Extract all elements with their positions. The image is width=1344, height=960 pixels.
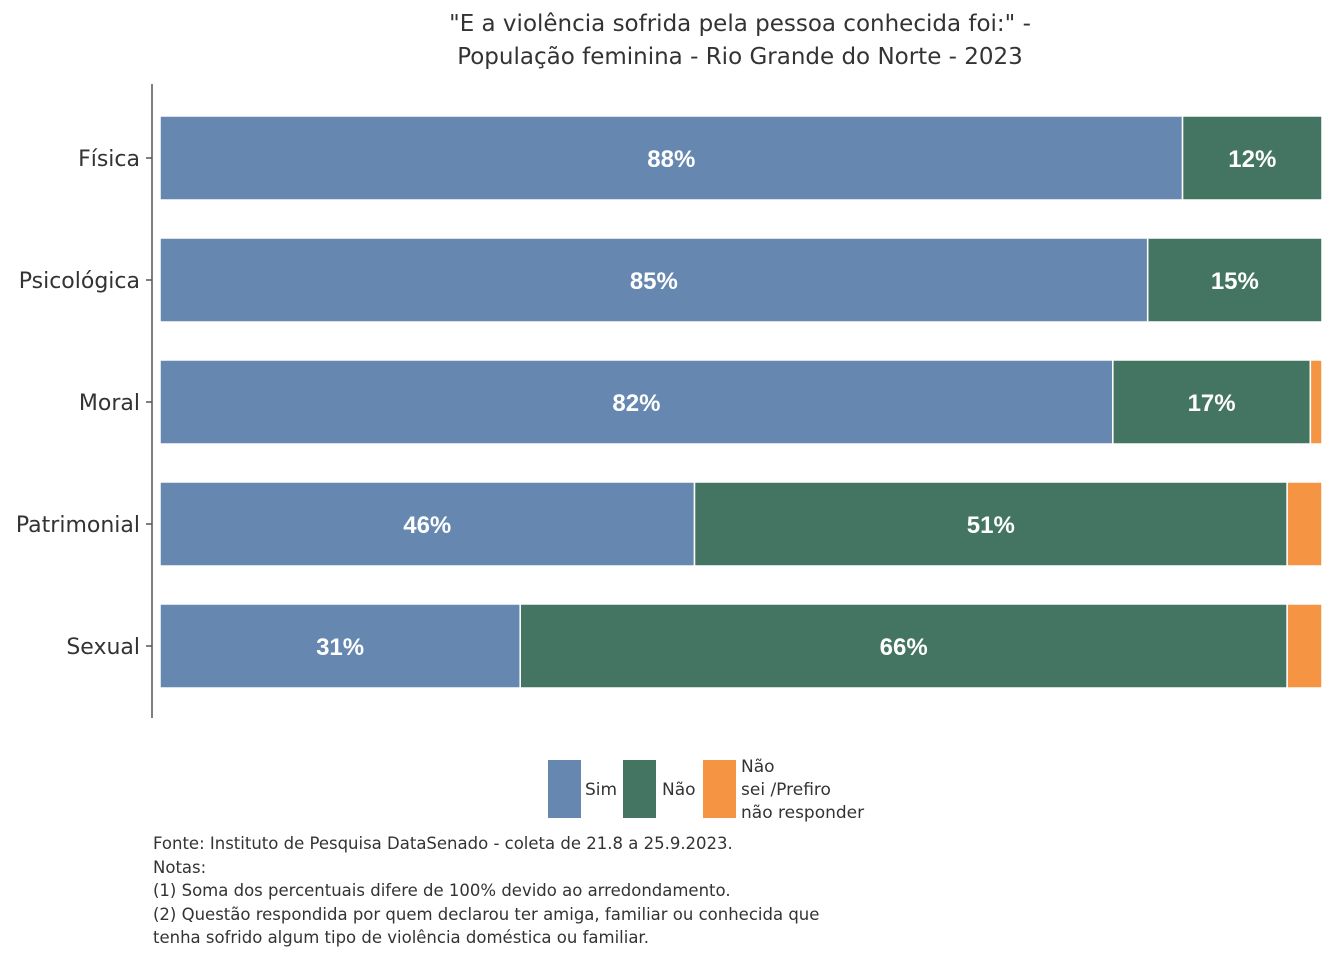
chart-title-line: "E a violência sofrida pela pessoa conhe… [449, 11, 1031, 37]
legend-label: sei /Prefiro [741, 780, 831, 800]
bars: 88% 12% 85% 15% 82% 17% 46% 51% 31% 66% [159, 115, 1323, 689]
category-axis: Física Psicológica Moral Patrimonial Sexual [16, 147, 152, 660]
note-2-line-1: (2) Questão respondida por quem declarou… [153, 904, 820, 924]
data-label: 85% [630, 268, 678, 295]
data-label: 15% [1211, 268, 1259, 295]
source-note: Fonte: Instituto de Pesquisa DataSenado … [153, 834, 733, 853]
bar-segment [1181, 115, 1323, 201]
category-label: Moral [79, 391, 140, 416]
bar-segment [693, 481, 1288, 567]
data-label: 66% [880, 634, 928, 661]
data-label: 82% [612, 390, 660, 417]
legend-swatch [703, 760, 736, 818]
bar-segment [1286, 603, 1323, 689]
data-label: 88% [647, 146, 695, 173]
data-label: 17% [1188, 390, 1236, 417]
data-label: 31% [316, 634, 364, 661]
category-label: Sexual [66, 635, 140, 660]
category-label: Patrimonial [16, 513, 140, 538]
chart-title-line: População feminina - Rio Grande do Norte… [457, 44, 1023, 70]
note-1: (1) Soma dos percentuais difere de 100% … [153, 881, 731, 900]
bar-segment [1286, 481, 1323, 567]
bar-segment [159, 115, 1184, 201]
notes-heading: Notas: [153, 857, 207, 877]
legend-label: Não [741, 757, 775, 777]
notes: Fonte: Instituto de Pesquisa DataSenado … [153, 832, 913, 950]
bar-segment [159, 603, 521, 689]
bar-segment [1146, 237, 1323, 323]
legend-label: Sim [585, 780, 617, 800]
legend-swatch [548, 760, 581, 818]
bar-segment [519, 603, 1288, 689]
legend-label: não responder [741, 803, 864, 823]
data-label: 46% [403, 512, 451, 539]
chart-title: "E a violência sofrida pela pessoa conhe… [449, 11, 1031, 70]
bar-segment [1309, 359, 1323, 445]
chart: "E a violência sofrida pela pessoa conhe… [16, 11, 1323, 823]
legend-label: Não [662, 780, 696, 800]
note-2-line-2: tenha sofrido algum tipo de violência do… [153, 928, 649, 947]
category-label: Física [78, 147, 140, 172]
category-label: Psicológica [19, 269, 140, 294]
data-label: 51% [967, 512, 1015, 539]
bar-segment [159, 359, 1114, 445]
legend: Sim Não Não sei /Prefiro não responder [548, 757, 864, 823]
data-label: 12% [1228, 146, 1276, 173]
bar-segment [159, 237, 1149, 323]
bar-segment [1112, 359, 1312, 445]
legend-swatch [623, 760, 656, 818]
bar-segment [159, 481, 696, 567]
